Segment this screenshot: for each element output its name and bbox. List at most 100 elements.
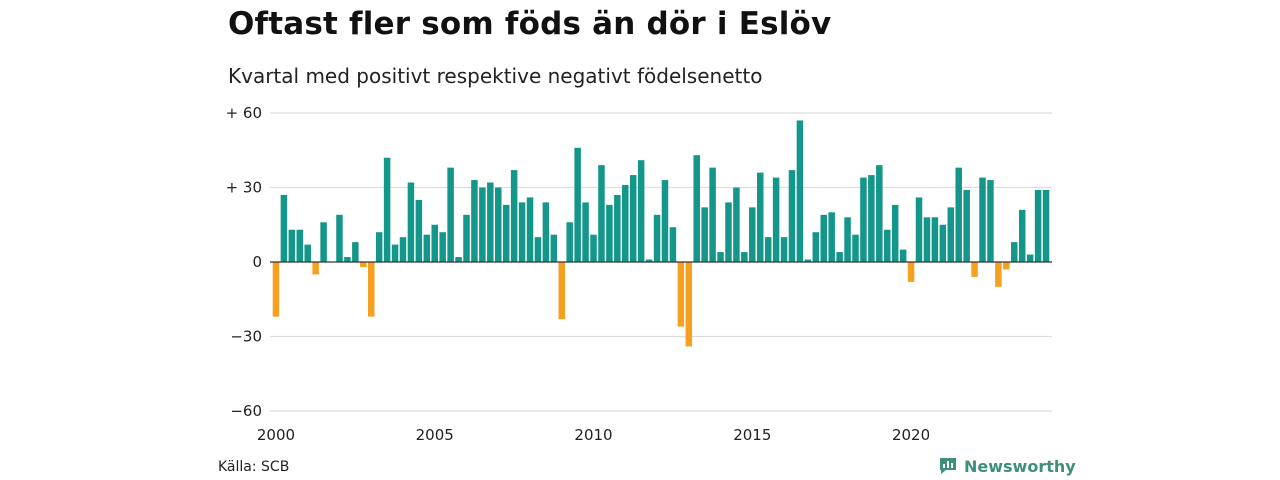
bar-positive: [1018, 209, 1026, 262]
bar-negative: [312, 262, 319, 275]
bar-positive: [788, 170, 796, 262]
bar-positive: [868, 175, 875, 262]
bar-positive: [280, 194, 288, 262]
bar-positive: [812, 232, 820, 262]
chart-subtitle: Kvartal med positivt respektive negativt…: [228, 64, 763, 88]
bar-positive: [296, 229, 304, 262]
bar-positive: [653, 214, 661, 262]
bar-positive: [979, 177, 986, 262]
bar-positive: [574, 147, 581, 262]
bar-positive: [796, 120, 804, 262]
y-tick-label: −30: [230, 328, 262, 346]
bar-positive: [884, 229, 891, 262]
bar-positive: [749, 207, 756, 262]
bar-positive: [915, 197, 923, 262]
bar-negative: [971, 262, 978, 277]
bar-positive: [828, 212, 835, 262]
bar-positive: [669, 227, 677, 262]
bar-positive: [566, 222, 573, 262]
bar-positive: [923, 217, 931, 262]
bar-positive: [415, 199, 423, 262]
bar-positive: [987, 180, 994, 262]
y-tick-label: + 60: [226, 104, 262, 122]
bar-positive: [320, 222, 327, 262]
bar-positive: [431, 224, 438, 262]
bar-positive: [709, 167, 716, 262]
bar-positive: [725, 202, 732, 262]
bar-positive: [717, 252, 724, 262]
bar-positive: [899, 249, 907, 262]
bar-positive: [955, 167, 962, 262]
bar-positive: [614, 194, 621, 262]
y-tick-label: + 30: [226, 179, 262, 197]
bar-negative: [558, 262, 566, 320]
brand-logo: Newsworthy: [938, 456, 1076, 476]
bar-positive: [407, 182, 415, 262]
bar-negative: [685, 262, 693, 347]
grid-lines: [270, 112, 1052, 412]
x-tick-label: 2015: [733, 426, 771, 444]
bar-positive: [637, 160, 645, 262]
bar-positive: [463, 214, 470, 262]
x-tick-label: 2020: [892, 426, 930, 444]
bar-positive: [939, 224, 947, 262]
bar-positive: [661, 180, 669, 262]
bar-positive: [375, 232, 383, 262]
bar-positive: [383, 157, 391, 262]
bar-chart: + 60 + 30 0 −30 −60 2000 2005 2010 2015 2020: [226, 104, 1052, 444]
bar-positive: [526, 197, 534, 262]
bar-negative: [1003, 262, 1010, 270]
y-tick-label: 0: [252, 253, 262, 271]
bar-positive: [439, 232, 446, 262]
bar-positive: [804, 259, 812, 262]
bar-positive: [502, 204, 510, 262]
bar-positive: [693, 155, 700, 262]
bar-positive: [852, 234, 859, 262]
bar-positive: [860, 177, 867, 262]
bar-positive: [963, 189, 970, 262]
y-tick-label: −60: [230, 402, 262, 420]
bar-negative: [360, 262, 367, 267]
bar-positive: [495, 187, 502, 262]
bar-positive: [1026, 254, 1034, 262]
bar-positive: [645, 259, 653, 262]
chart-title: Oftast fler som föds än dör i Eslöv: [228, 6, 832, 42]
bar-positive: [487, 182, 494, 262]
bar-negative: [272, 262, 280, 317]
bar-positive: [352, 242, 359, 262]
bar-positive: [399, 237, 407, 262]
bar-positive: [455, 257, 462, 262]
bar-positive: [733, 187, 740, 262]
bar-positive: [931, 217, 939, 262]
bar-negative: [907, 262, 915, 282]
bar-positive: [1011, 242, 1018, 262]
bar-positive: [288, 229, 296, 262]
x-tick-label: 2010: [574, 426, 612, 444]
bar-positive: [344, 257, 351, 262]
bar-positive: [701, 207, 708, 262]
bar-positive: [606, 204, 613, 262]
bar-positive: [423, 234, 431, 262]
bar-negative: [995, 262, 1002, 287]
bar-negative: [677, 262, 685, 327]
bars: [272, 120, 1050, 347]
bar-positive: [741, 252, 748, 262]
bar-positive: [756, 172, 764, 262]
bar-positive: [629, 175, 637, 262]
bar-positive: [1042, 189, 1050, 262]
x-tick-label: 2005: [416, 426, 454, 444]
bar-positive: [844, 217, 851, 262]
bar-positive: [336, 214, 343, 262]
bar-positive: [891, 204, 899, 262]
bar-positive: [947, 207, 955, 262]
x-tick-label: 2000: [257, 426, 295, 444]
bar-positive: [836, 252, 843, 262]
bar-positive: [876, 165, 883, 262]
bar-positive: [542, 202, 550, 262]
brand-name: Newsworthy: [964, 456, 1076, 476]
bar-positive: [447, 167, 454, 262]
bar-positive: [820, 214, 827, 262]
bar-positive: [391, 244, 399, 262]
bar-positive: [590, 234, 597, 262]
bar-positive: [518, 202, 526, 262]
